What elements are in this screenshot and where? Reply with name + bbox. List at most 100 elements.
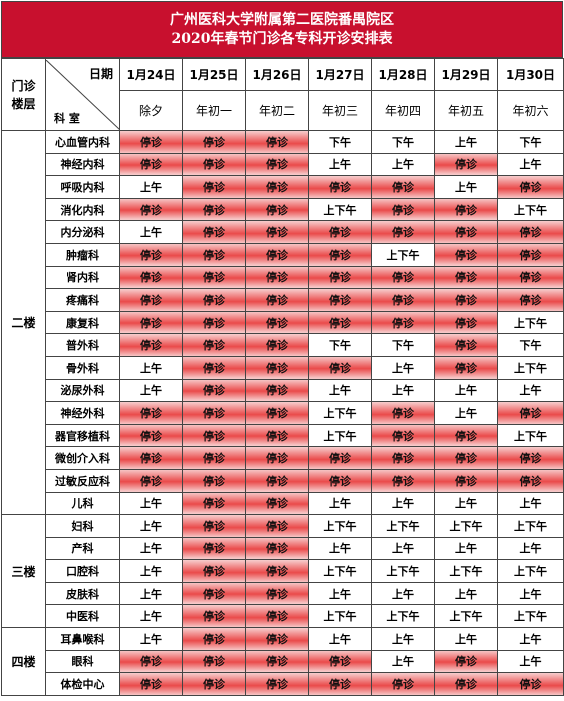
- department-row: 眼科 停诊 停诊 停诊 停诊 上午 停诊 上午: [2, 649, 564, 674]
- closed-cell: 停诊: [371, 401, 435, 425]
- open-cell: 上下午: [308, 514, 372, 538]
- closed-cell: 停诊: [182, 378, 246, 403]
- date-cell: 1月26日: [245, 58, 309, 91]
- closed-cell: 停诊: [245, 559, 309, 583]
- closed-cell: 停诊: [182, 355, 246, 380]
- open-cell: 下午: [497, 130, 564, 154]
- open-cell: 下午: [308, 333, 372, 357]
- department-row: 二楼 心血管内科 停诊 停诊 停诊 下午 下午 上午 下午: [1, 129, 564, 516]
- closed-cell: 停诊: [182, 559, 246, 583]
- open-cell: 上下午: [308, 604, 372, 629]
- closed-cell: 停诊: [182, 265, 246, 290]
- closed-cell: 停诊: [434, 446, 498, 470]
- closed-cell: 停诊: [182, 242, 246, 267]
- floor-cell: 三楼: [1, 514, 46, 629]
- closed-cell: 停诊: [308, 242, 372, 267]
- closed-cell: 停诊: [245, 672, 309, 696]
- open-cell: 上午: [497, 152, 564, 177]
- closed-cell: 停诊: [371, 468, 435, 493]
- day-cell: 除夕: [119, 90, 183, 131]
- open-cell: 上下午: [497, 423, 564, 448]
- closed-cell: 停诊: [119, 401, 183, 425]
- open-cell: 上午: [308, 378, 372, 403]
- open-cell: 上午: [371, 355, 435, 380]
- open-cell: 上下午: [371, 514, 435, 538]
- closed-cell: 停诊: [182, 581, 246, 606]
- closed-cell: 停诊: [182, 604, 246, 629]
- closed-cell: 停诊: [245, 197, 309, 222]
- department-name: 康复科: [45, 310, 120, 335]
- closed-cell: 停诊: [119, 265, 183, 290]
- closed-cell: 停诊: [434, 220, 498, 244]
- closed-cell: 停诊: [434, 649, 498, 674]
- closed-cell: 停诊: [245, 333, 309, 357]
- closed-cell: 停诊: [119, 333, 183, 357]
- closed-cell: 停诊: [119, 649, 183, 674]
- closed-cell: 停诊: [182, 423, 246, 448]
- closed-cell: 停诊: [119, 242, 183, 267]
- open-cell: 上下午: [434, 604, 498, 629]
- open-cell: 上午: [308, 627, 372, 651]
- closed-cell: 停诊: [245, 152, 309, 177]
- closed-cell: 停诊: [434, 242, 498, 267]
- department-row: 肾内科 停诊 停诊 停诊 停诊 停诊 停诊 停诊: [2, 265, 564, 290]
- floor-cell: 四楼: [1, 627, 46, 696]
- open-cell: 上午: [371, 152, 435, 177]
- department-name: 骨外科: [45, 355, 120, 380]
- closed-cell: 停诊: [182, 536, 246, 561]
- open-cell: 上午: [119, 536, 183, 561]
- department-row: 神经内科 停诊 停诊 停诊 上午 上午 停诊 上午: [2, 152, 564, 177]
- department-row: 中医科 上午 停诊 停诊 上下午 上下午 上下午 上下午: [2, 604, 564, 629]
- closed-cell: 停诊: [182, 468, 246, 493]
- closed-cell: 停诊: [434, 197, 498, 222]
- department-name: 普外科: [45, 333, 120, 357]
- date-cell: 1月25日: [182, 58, 246, 91]
- closed-cell: 停诊: [308, 220, 372, 244]
- day-cell: 年初五: [434, 90, 498, 131]
- closed-cell: 停诊: [245, 491, 309, 516]
- closed-cell: 停诊: [245, 468, 309, 493]
- open-cell: 上午: [371, 581, 435, 606]
- open-cell: 上午: [119, 220, 183, 244]
- closed-cell: 停诊: [245, 310, 309, 335]
- closed-cell: 停诊: [182, 627, 246, 651]
- open-cell: 上午: [434, 491, 498, 516]
- closed-cell: 停诊: [245, 581, 309, 606]
- closed-cell: 停诊: [182, 152, 246, 177]
- closed-cell: 停诊: [182, 175, 246, 199]
- department-row: 疼痛科 停诊 停诊 停诊 停诊 停诊 停诊 停诊: [2, 288, 564, 312]
- closed-cell: 停诊: [182, 310, 246, 335]
- closed-cell: 停诊: [434, 423, 498, 448]
- closed-cell: 停诊: [434, 333, 498, 357]
- open-cell: 上午: [308, 536, 372, 561]
- department-name: 过敏反应科: [45, 468, 120, 493]
- closed-cell: 停诊: [308, 446, 372, 470]
- title-line-2: 2020年春节门诊各专科开诊安排表: [171, 31, 393, 47]
- closed-cell: 停诊: [182, 672, 246, 696]
- title-banner: 广州医科大学附属第二医院番禺院区 2020年春节门诊各专科开诊安排表: [1, 1, 563, 58]
- closed-cell: 停诊: [182, 514, 246, 538]
- closed-cell: 停诊: [182, 197, 246, 222]
- day-cell: 年初三: [308, 90, 372, 131]
- closed-cell: 停诊: [119, 468, 183, 493]
- open-cell: 上午: [371, 536, 435, 561]
- closed-cell: 停诊: [245, 288, 309, 312]
- closed-cell: 停诊: [371, 672, 435, 696]
- day-cell: 年初一: [182, 90, 246, 131]
- date-cell: 1月30日: [497, 58, 564, 91]
- closed-cell: 停诊: [245, 378, 309, 403]
- closed-cell: 停诊: [245, 536, 309, 561]
- closed-cell: 停诊: [182, 649, 246, 674]
- closed-cell: 停诊: [245, 649, 309, 674]
- open-cell: 上午: [119, 355, 183, 380]
- closed-cell: 停诊: [497, 468, 564, 493]
- closed-cell: 停诊: [497, 220, 564, 244]
- open-cell: 上午: [119, 175, 183, 199]
- closed-cell: 停诊: [182, 220, 246, 244]
- department-name: 器官移植科: [45, 423, 120, 448]
- closed-cell: 停诊: [434, 672, 498, 696]
- open-cell: 上下午: [497, 514, 564, 538]
- department-name: 泌尿外科: [45, 378, 120, 403]
- open-cell: 上下午: [308, 401, 372, 425]
- closed-cell: 停诊: [245, 604, 309, 629]
